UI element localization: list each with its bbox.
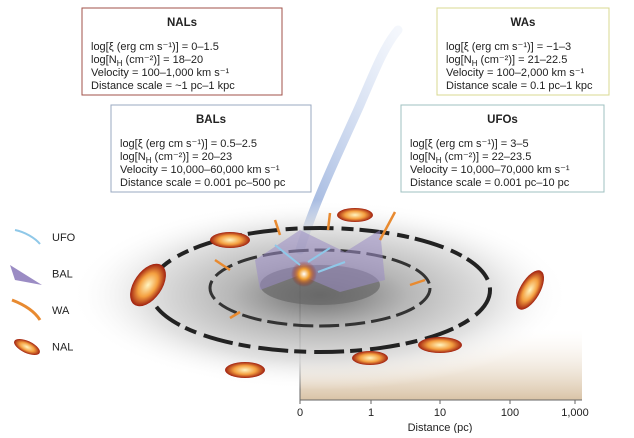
- tick-label: 0: [297, 407, 303, 419]
- ionization: log[ξ (erg cm s⁻¹)] = 3–5: [410, 138, 529, 150]
- velocity: Velocity = 10,000–70,000 km s⁻¹: [410, 164, 570, 176]
- legend-label: WA: [52, 305, 70, 317]
- ionization: log[ξ (erg cm s⁻¹)] = −1–3: [446, 41, 571, 53]
- column-text: log[N: [91, 54, 117, 66]
- info-box: [110, 104, 312, 193]
- box-title: BALs: [196, 114, 226, 126]
- distance-scale: Distance scale = 0.001 pc–10 pc: [410, 177, 570, 189]
- bal-cone: [255, 230, 385, 292]
- column-subscript: H: [146, 156, 152, 165]
- ufo-arrows: [274, 244, 346, 273]
- column-text: (cm⁻²)] = 20–23: [151, 151, 232, 163]
- tick-label: 100: [501, 407, 519, 419]
- column-subscript: H: [117, 59, 123, 68]
- column-text: log[N: [446, 54, 472, 66]
- column-subscript: H: [436, 156, 442, 165]
- info-box: [436, 7, 610, 96]
- column-density: log[NH (cm⁻²)] = 22–23.5: [410, 151, 531, 165]
- tick-label: 1,000: [561, 407, 589, 419]
- column-text: log[N: [120, 151, 146, 163]
- column-text: log[N: [410, 151, 436, 163]
- tick-label: 10: [434, 407, 446, 419]
- column-subscript: H: [472, 59, 478, 68]
- velocity: Velocity = 100–2,000 km s⁻¹: [446, 67, 585, 79]
- column-density: log[NH (cm⁻²)] = 18–20: [91, 54, 203, 68]
- distance-scale: Distance scale = 0.001 pc–500 pc: [120, 177, 286, 189]
- column-text: (cm⁻²)] = 21–22.5: [477, 54, 567, 66]
- legend-icon-ufo: [14, 229, 41, 245]
- legend-label: UFO: [52, 232, 76, 244]
- legend-label: NAL: [52, 342, 73, 354]
- info-box: [81, 7, 283, 96]
- box-title: NALs: [167, 17, 197, 29]
- nucleus: [291, 261, 317, 287]
- nal-clumps: [130, 208, 544, 378]
- distance-scale: Distance scale = ~1 pc–1 kpc: [91, 80, 235, 92]
- legend-icon-wa: [11, 298, 42, 321]
- legend-icon-nal: [14, 338, 40, 356]
- legend-label: BAL: [52, 269, 73, 281]
- velocity: Velocity = 10,000–60,000 km s⁻¹: [120, 164, 280, 176]
- info-box: [400, 104, 605, 193]
- column-density: log[NH (cm⁻²)] = 21–22.5: [446, 54, 567, 68]
- distance-scale: Distance scale = 0.1 pc–1 kpc: [446, 80, 593, 92]
- column-density: log[NH (cm⁻²)] = 20–23: [120, 151, 232, 165]
- ionization: log[ξ (erg cm s⁻¹)] = 0–1.5: [91, 41, 219, 53]
- column-text: (cm⁻²)] = 18–20: [122, 54, 203, 66]
- box-title: UFOs: [487, 114, 518, 126]
- velocity: Velocity = 100–1,000 km s⁻¹: [91, 67, 230, 79]
- tick-label: 1: [368, 407, 374, 419]
- ionization: log[ξ (erg cm s⁻¹)] = 0.5–2.5: [120, 138, 257, 150]
- wa-arrows: [214, 211, 426, 320]
- legend-icon-bal: [10, 265, 42, 285]
- column-text: (cm⁻²)] = 22–23.5: [441, 151, 531, 163]
- box-title: WAs: [511, 17, 536, 29]
- axis-label: Distance (pc): [408, 422, 473, 433]
